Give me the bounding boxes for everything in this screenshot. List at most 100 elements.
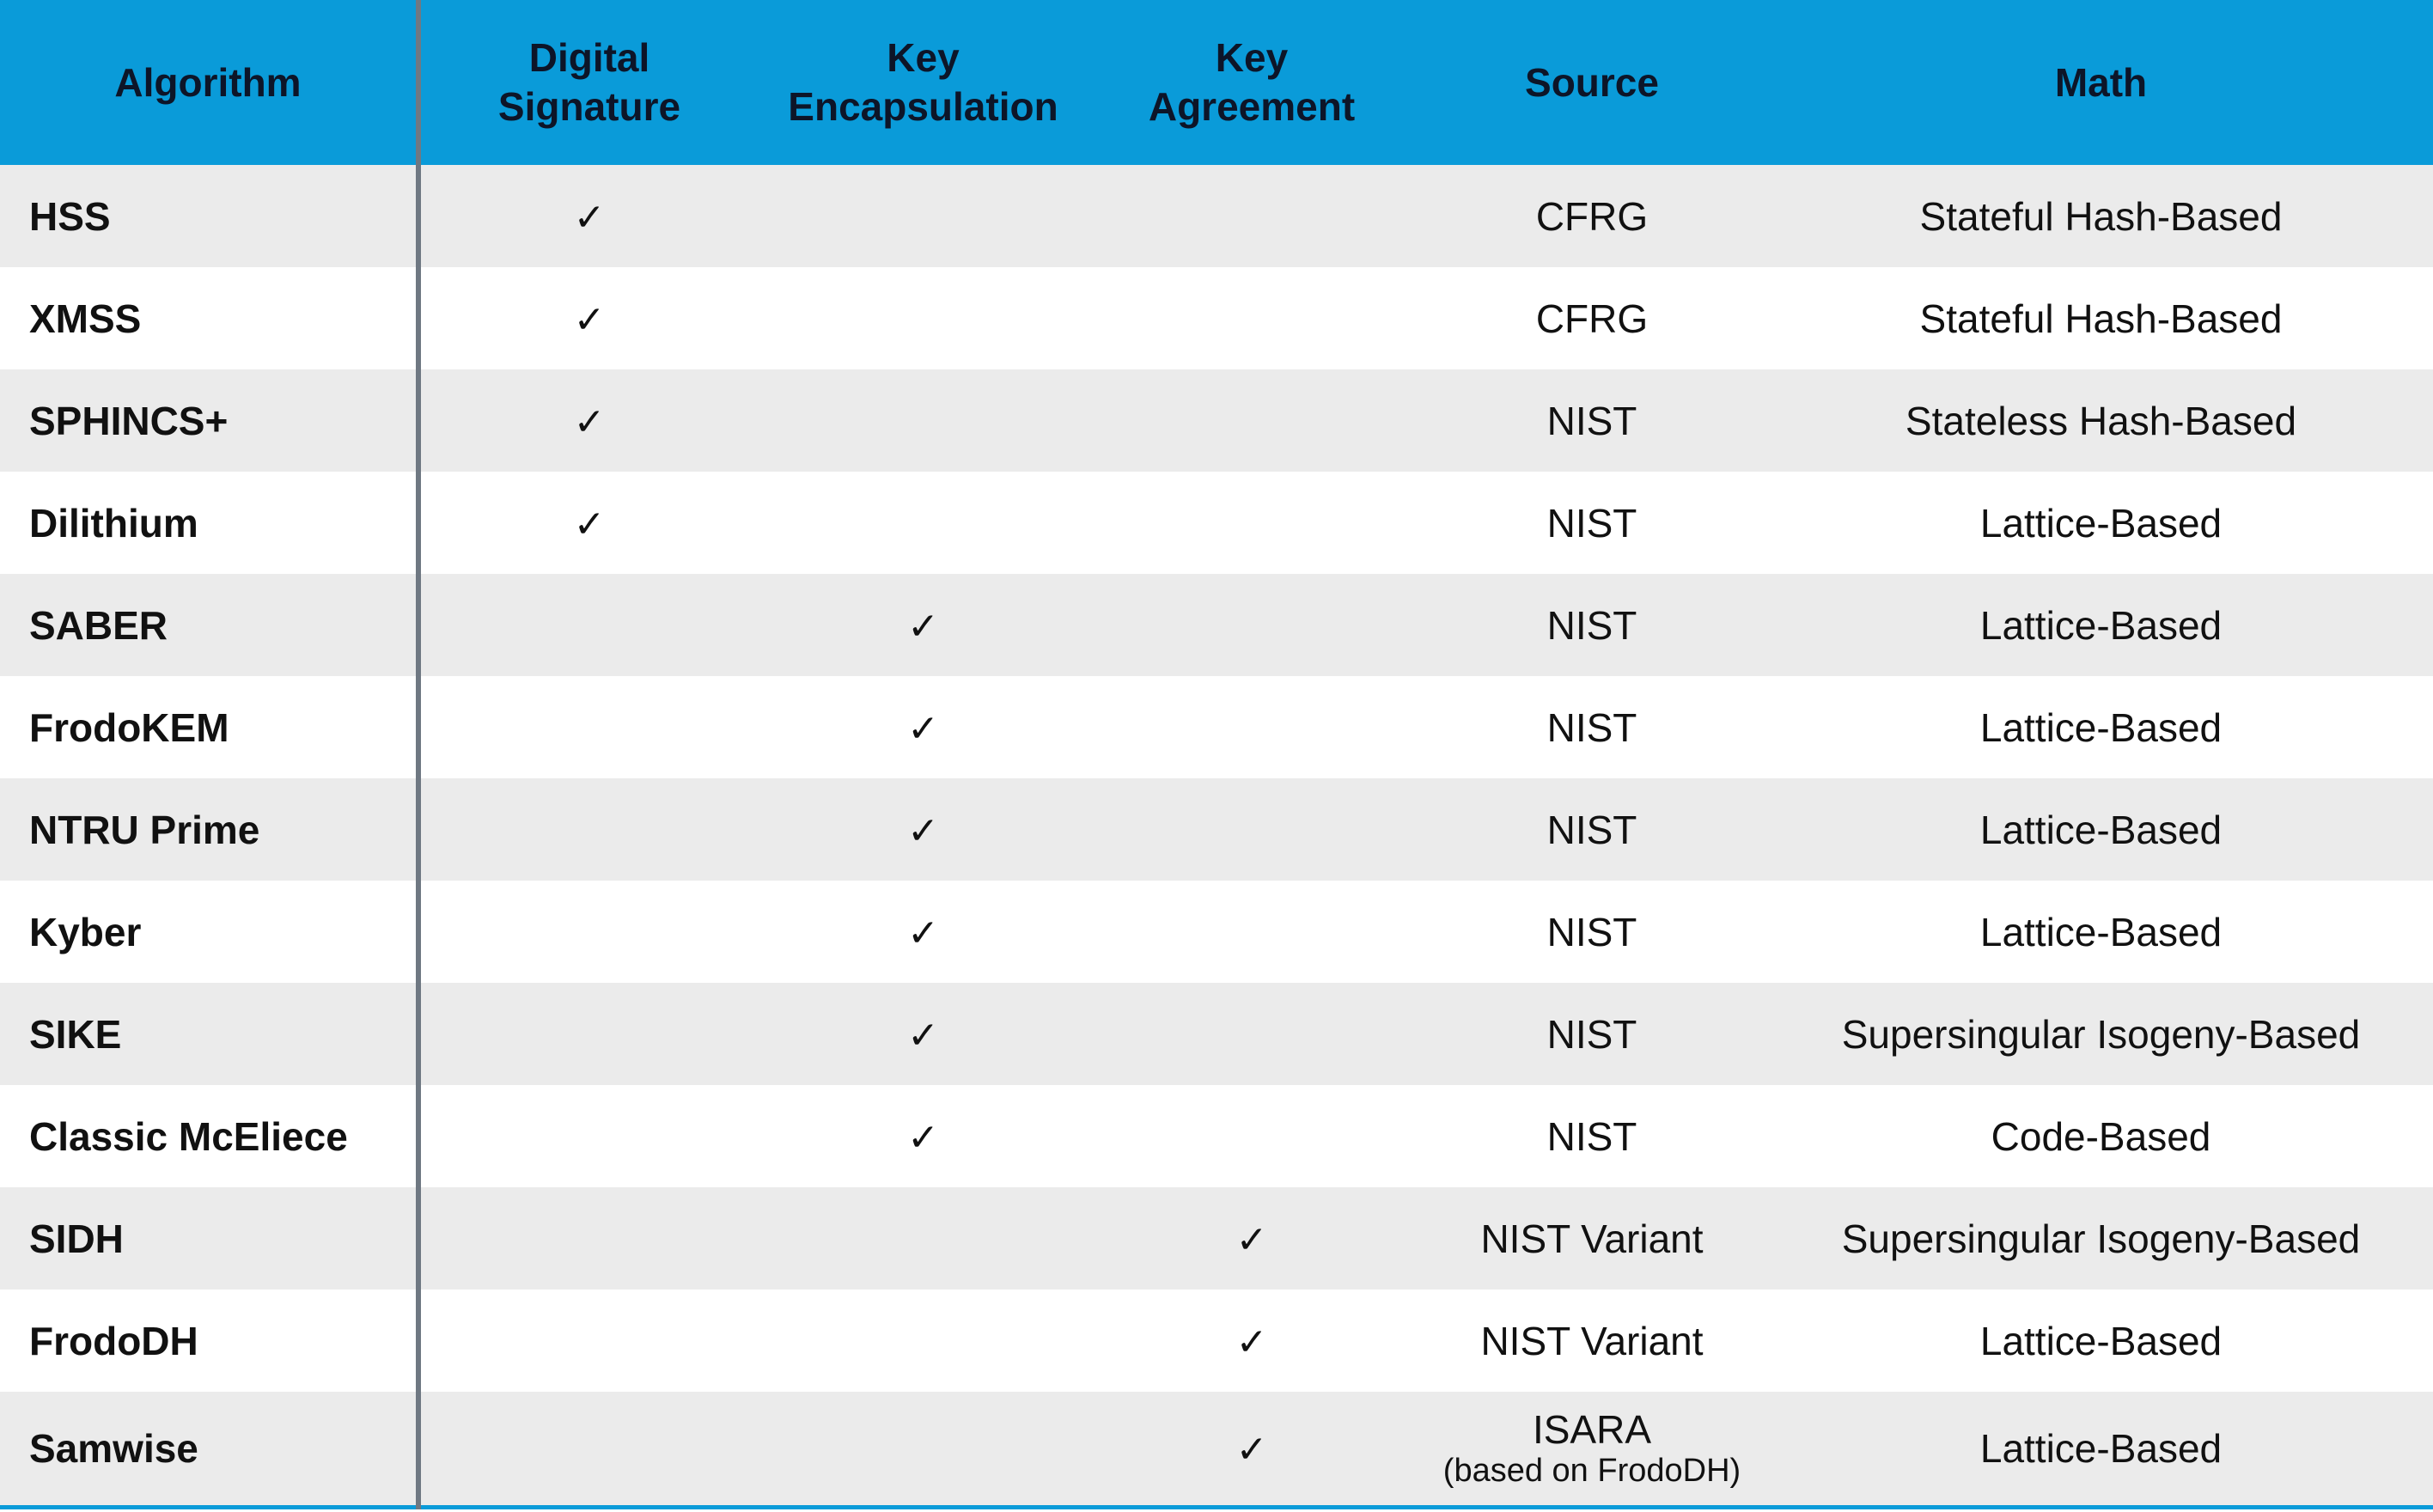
- cell-algorithm: NTRU Prime: [0, 778, 421, 881]
- checkmark-icon: ✓: [907, 604, 939, 649]
- cell-key-encapsulation: ✓: [758, 983, 1088, 1085]
- cell-key-encapsulation: [758, 472, 1088, 574]
- cell-key-agreement: [1088, 165, 1415, 267]
- cell-algorithm: FrodoDH: [0, 1289, 421, 1392]
- cell-math: Lattice-Based: [1769, 778, 2433, 881]
- cell-source: NIST: [1415, 676, 1769, 778]
- cell-key-agreement: ✓: [1088, 1187, 1415, 1289]
- cell-key-encapsulation: ✓: [758, 778, 1088, 881]
- cell-math: Supersingular Isogeny-Based: [1769, 1187, 2433, 1289]
- cell-source: NIST: [1415, 881, 1769, 983]
- cell-key-agreement: [1088, 676, 1415, 778]
- cell-math: Supersingular Isogeny-Based: [1769, 983, 2433, 1085]
- cell-key-encapsulation: ✓: [758, 676, 1088, 778]
- cell-digital-signature: [418, 983, 758, 1085]
- cell-key-encapsulation: ✓: [758, 1085, 1088, 1187]
- checkmark-icon: ✓: [907, 808, 939, 853]
- cell-math: Lattice-Based: [1769, 881, 2433, 983]
- checkmark-icon: ✓: [573, 502, 606, 546]
- cell-digital-signature: ✓: [418, 267, 758, 369]
- cell-math: Stateful Hash-Based: [1769, 267, 2433, 369]
- table-row: XMSS ✓ CFRG Stateful Hash-Based: [0, 267, 2433, 369]
- checkmark-icon: ✓: [1235, 1217, 1268, 1262]
- cell-math: Lattice-Based: [1769, 1289, 2433, 1392]
- cell-digital-signature: [418, 1392, 758, 1509]
- cell-key-encapsulation: [758, 1289, 1088, 1392]
- cell-key-encapsulation: [758, 1392, 1088, 1509]
- checkmark-icon: ✓: [907, 1013, 939, 1058]
- source-label: ISARA: [1532, 1406, 1652, 1452]
- cell-digital-signature: ✓: [418, 165, 758, 267]
- cell-source: ISARA (based on FrodoDH): [1415, 1392, 1769, 1509]
- cell-math: Lattice-Based: [1769, 1392, 2433, 1509]
- cell-algorithm: Classic McEliece: [0, 1085, 421, 1187]
- header-math-label: Math: [2054, 59, 2148, 105]
- cell-source: NIST: [1415, 983, 1769, 1085]
- checkmark-icon: ✓: [907, 1115, 939, 1160]
- table-row: Kyber ✓ NIST Lattice-Based: [0, 881, 2433, 983]
- cell-key-agreement: [1088, 778, 1415, 881]
- header-key-agreement: Key Agreement: [1088, 0, 1415, 165]
- cell-math: Lattice-Based: [1769, 472, 2433, 574]
- checkmark-icon: ✓: [573, 195, 606, 240]
- cell-key-encapsulation: ✓: [758, 574, 1088, 676]
- header-source-label: Source: [1525, 59, 1659, 105]
- cell-algorithm: XMSS: [0, 267, 421, 369]
- source-note: (based on FrodoDH): [1442, 1452, 1741, 1489]
- cell-source: NIST: [1415, 472, 1769, 574]
- cell-algorithm: SIKE: [0, 983, 421, 1085]
- cell-source: CFRG: [1415, 165, 1769, 267]
- checkmark-icon: ✓: [573, 399, 606, 444]
- cell-key-encapsulation: [758, 267, 1088, 369]
- cell-key-agreement: ✓: [1088, 1289, 1415, 1392]
- cell-source: NIST: [1415, 778, 1769, 881]
- cell-key-agreement: [1088, 1085, 1415, 1187]
- cell-math: Stateful Hash-Based: [1769, 165, 2433, 267]
- cell-digital-signature: [418, 881, 758, 983]
- cell-math: Lattice-Based: [1769, 676, 2433, 778]
- header-key-agreement-line-1: Key: [1215, 35, 1289, 80]
- header-digital-signature: Digital Signature: [418, 0, 758, 165]
- cell-source: NIST Variant: [1415, 1289, 1769, 1392]
- cell-algorithm: HSS: [0, 165, 421, 267]
- cell-source: CFRG: [1415, 267, 1769, 369]
- cell-algorithm: SIDH: [0, 1187, 421, 1289]
- table-header: Algorithm Digital Signature Key Encapsul…: [0, 0, 2433, 165]
- header-key-agreement-line-2: Agreement: [1148, 84, 1356, 129]
- header-key-encapsulation: Key Encapsulation: [758, 0, 1088, 165]
- cell-key-agreement: [1088, 267, 1415, 369]
- table-row: Samwise ✓ ISARA (based on FrodoDH) Lattice-B…: [0, 1392, 2433, 1509]
- cell-source: NIST: [1415, 1085, 1769, 1187]
- cell-math: Stateless Hash-Based: [1769, 369, 2433, 472]
- table-row: NTRU Prime ✓ NIST Lattice-Based: [0, 778, 2433, 881]
- cell-algorithm: Kyber: [0, 881, 421, 983]
- checkmark-icon: ✓: [907, 706, 939, 751]
- cell-key-encapsulation: [758, 369, 1088, 472]
- header-digital-signature-line-2: Signature: [497, 84, 681, 129]
- cell-digital-signature: ✓: [418, 369, 758, 472]
- cell-algorithm: SPHINCS+: [0, 369, 421, 472]
- checkmark-icon: ✓: [573, 297, 606, 342]
- header-math: Math: [1769, 0, 2433, 165]
- cell-key-agreement: [1088, 983, 1415, 1085]
- table-body: HSS ✓ CFRG Stateful Hash-Based XMSS ✓ CFRG Stat…: [0, 165, 2433, 1509]
- cell-key-agreement: [1088, 369, 1415, 472]
- cell-digital-signature: [418, 1187, 758, 1289]
- table-row: SABER ✓ NIST Lattice-Based: [0, 574, 2433, 676]
- cell-digital-signature: [418, 1085, 758, 1187]
- table-row: SIDH ✓ NIST Variant Supersingular Isogeny-B…: [0, 1187, 2433, 1289]
- table-row: Dilithium ✓ NIST Lattice-Based: [0, 472, 2433, 574]
- cell-key-agreement: [1088, 881, 1415, 983]
- cell-source: NIST: [1415, 369, 1769, 472]
- header-algorithm: Algorithm: [0, 0, 421, 165]
- table-row: Classic McEliece ✓ NIST Code-Based: [0, 1085, 2433, 1187]
- cell-key-agreement: [1088, 574, 1415, 676]
- cell-source: NIST: [1415, 574, 1769, 676]
- cell-digital-signature: ✓: [418, 472, 758, 574]
- cell-key-encapsulation: [758, 1187, 1088, 1289]
- cell-math: Lattice-Based: [1769, 574, 2433, 676]
- cell-algorithm: Dilithium: [0, 472, 421, 574]
- cell-source: NIST Variant: [1415, 1187, 1769, 1289]
- cell-digital-signature: [418, 574, 758, 676]
